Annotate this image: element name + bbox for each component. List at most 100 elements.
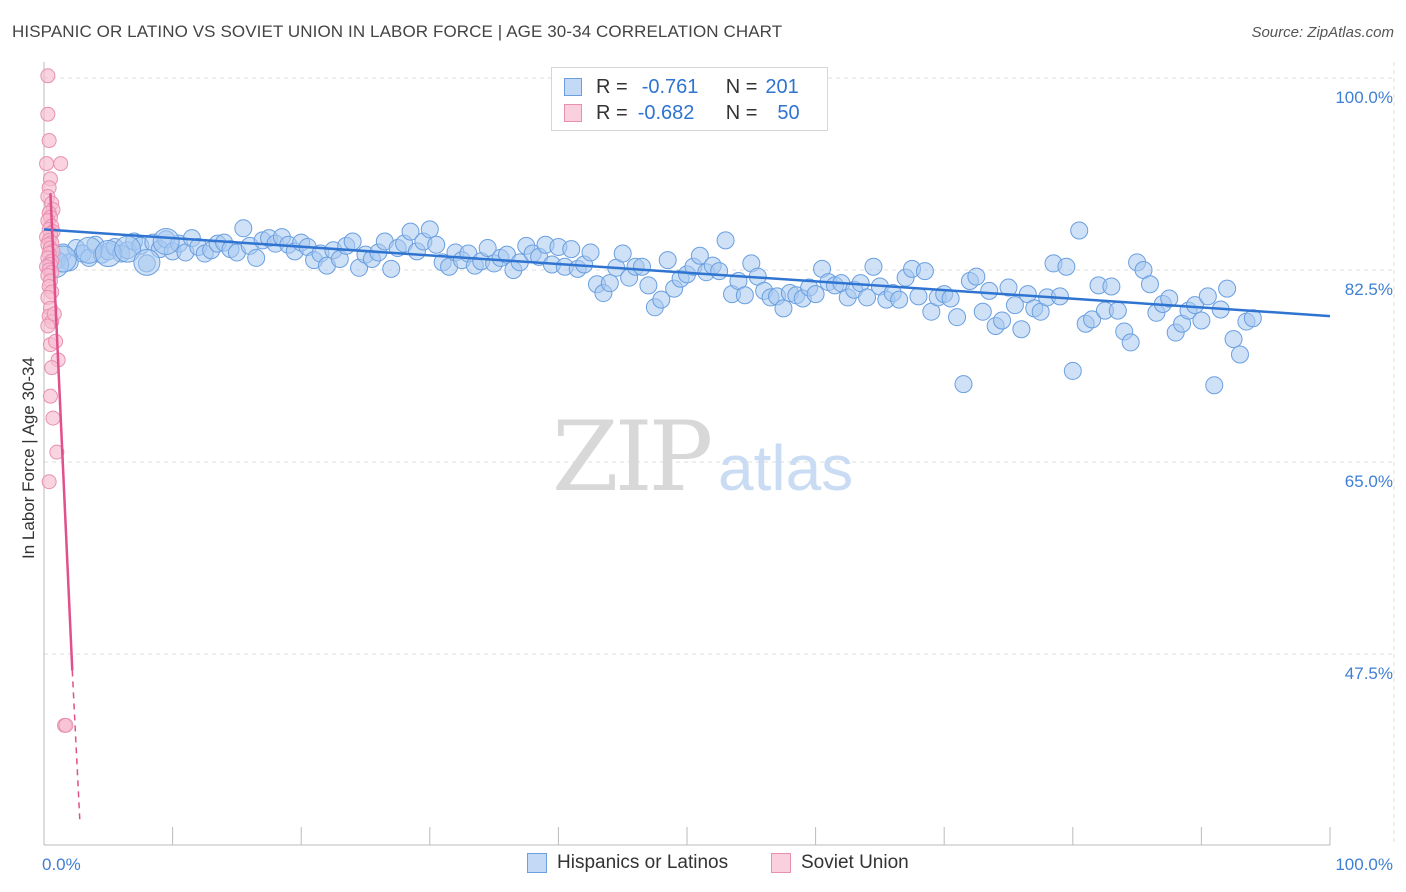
data-point-hispanics	[613, 244, 632, 263]
data-point-hispanics	[247, 248, 266, 267]
data-point-hispanics	[1012, 320, 1031, 339]
bottom-legend-label: Hispanics or Latinos	[557, 852, 729, 873]
data-point-hispanics	[382, 259, 401, 278]
bottom-legend-swatch-pink	[771, 853, 791, 873]
data-point-hispanics	[735, 286, 754, 305]
data-point-hispanics	[890, 290, 909, 309]
trend-line-soviet	[49, 193, 74, 671]
data-point-hispanics	[980, 281, 999, 300]
tick-labels: 47.5% 65.0% 82.5% 100.0% 0.0% 100.0% In Labor …	[19, 88, 1393, 874]
data-point-hispanics	[909, 287, 928, 306]
data-point-hispanics	[1063, 361, 1082, 380]
data-point-hispanics	[690, 246, 709, 265]
data-point-hispanics	[600, 274, 619, 293]
x-tick-label: 0.0%	[42, 855, 81, 874]
data-point-hispanics	[1108, 301, 1127, 320]
watermark: ZIP atlas	[552, 401, 853, 513]
legend-row-soviet: R = -0.682 N = 50	[564, 102, 800, 124]
x-tick-label: 100.0%	[1335, 855, 1393, 874]
data-point-hispanics	[806, 285, 825, 304]
data-point-hispanics	[967, 267, 986, 286]
data-point-hispanics	[1230, 345, 1249, 364]
data-point-hispanics	[133, 248, 161, 276]
legend-swatch-pink	[564, 104, 582, 122]
legend-row-hispanics: R = -0.761 N = 201	[564, 76, 799, 98]
data-point-hispanics	[1083, 310, 1102, 329]
y-tick-label: 82.5%	[1345, 280, 1393, 299]
data-point-hispanics	[1121, 333, 1140, 352]
series-soviet-points	[39, 68, 74, 733]
data-point-hispanics	[1160, 289, 1179, 308]
data-point-hispanics	[999, 278, 1018, 297]
data-point-hispanics	[1057, 257, 1076, 276]
legend-r-value: -0.761	[641, 75, 699, 98]
y-tick-label: 65.0%	[1345, 472, 1393, 491]
data-point-hispanics	[401, 222, 420, 241]
trend-lines	[43, 193, 1331, 825]
data-point-soviet	[40, 68, 56, 84]
legend-n-label: N =	[725, 101, 758, 124]
data-point-hispanics	[562, 240, 581, 259]
data-point-hispanics	[1005, 296, 1024, 315]
data-point-hispanics	[652, 290, 671, 309]
data-point-hispanics	[1070, 221, 1089, 240]
data-point-hispanics	[941, 289, 960, 308]
data-point-hispanics	[948, 308, 967, 327]
chart-title: HISPANIC OR LATINO VS SOVIET UNION IN LA…	[12, 22, 783, 41]
y-tick-label: 47.5%	[1345, 664, 1393, 683]
legend-n-label: N =	[725, 75, 758, 98]
data-point-soviet	[44, 360, 60, 376]
data-point-soviet	[58, 717, 74, 733]
data-point-soviet	[53, 156, 69, 172]
series-hispanics-points	[42, 219, 1262, 395]
data-point-hispanics	[774, 299, 793, 318]
watermark-atlas: atlas	[718, 432, 853, 504]
data-point-hispanics	[478, 239, 497, 258]
data-point-hispanics	[1224, 330, 1243, 349]
data-point-hispanics	[427, 235, 446, 254]
data-point-hispanics	[858, 288, 877, 307]
y-tick-label: 100.0%	[1335, 88, 1393, 107]
trend-line-hispanics	[43, 228, 1331, 318]
data-point-soviet	[41, 474, 57, 490]
source-label: Source: ZipAtlas.com	[1251, 24, 1394, 41]
data-point-hispanics	[864, 257, 883, 276]
data-point-soviet	[41, 133, 57, 149]
data-point-hispanics	[420, 220, 439, 239]
data-point-soviet	[42, 388, 58, 404]
data-point-hispanics	[343, 232, 362, 251]
data-point-hispanics	[234, 219, 253, 238]
data-point-hispanics	[1218, 279, 1237, 298]
data-point-hispanics	[993, 311, 1012, 330]
correlation-legend: R = -0.761 N = 201 R = -0.682 N = 50	[551, 67, 828, 131]
data-point-hispanics	[1102, 277, 1121, 296]
legend-n-value: 201	[765, 75, 799, 98]
data-point-hispanics	[973, 302, 992, 321]
data-point-soviet	[40, 318, 56, 334]
data-point-hispanics	[1205, 376, 1224, 395]
data-point-hispanics	[658, 251, 677, 270]
data-point-hispanics	[581, 243, 600, 262]
bottom-legend-soviet: Soviet Union	[771, 852, 909, 874]
data-point-hispanics	[954, 375, 973, 394]
data-point-soviet	[48, 333, 64, 349]
legend-n-value: 50	[777, 101, 800, 124]
data-point-hispanics	[1192, 311, 1211, 330]
data-point-soviet	[46, 306, 62, 322]
legend-swatch-blue	[564, 78, 582, 96]
data-point-hispanics	[632, 257, 651, 276]
bottom-legend-label: Soviet Union	[801, 852, 909, 873]
trend-line-soviet-extension	[71, 670, 81, 825]
data-point-soviet	[49, 444, 65, 460]
watermark-zip: ZIP	[552, 401, 711, 513]
data-point-hispanics	[915, 262, 934, 281]
legend-r-value: -0.682	[637, 101, 695, 124]
data-point-soviet	[39, 156, 55, 172]
data-point-soviet	[45, 410, 61, 426]
data-point-hispanics	[152, 227, 180, 255]
y-axis-label: In Labor Force | Age 30-34	[19, 357, 38, 559]
data-point-hispanics	[716, 231, 735, 250]
data-point-hispanics	[1185, 296, 1204, 315]
bottom-legend-swatch-blue	[527, 853, 547, 873]
